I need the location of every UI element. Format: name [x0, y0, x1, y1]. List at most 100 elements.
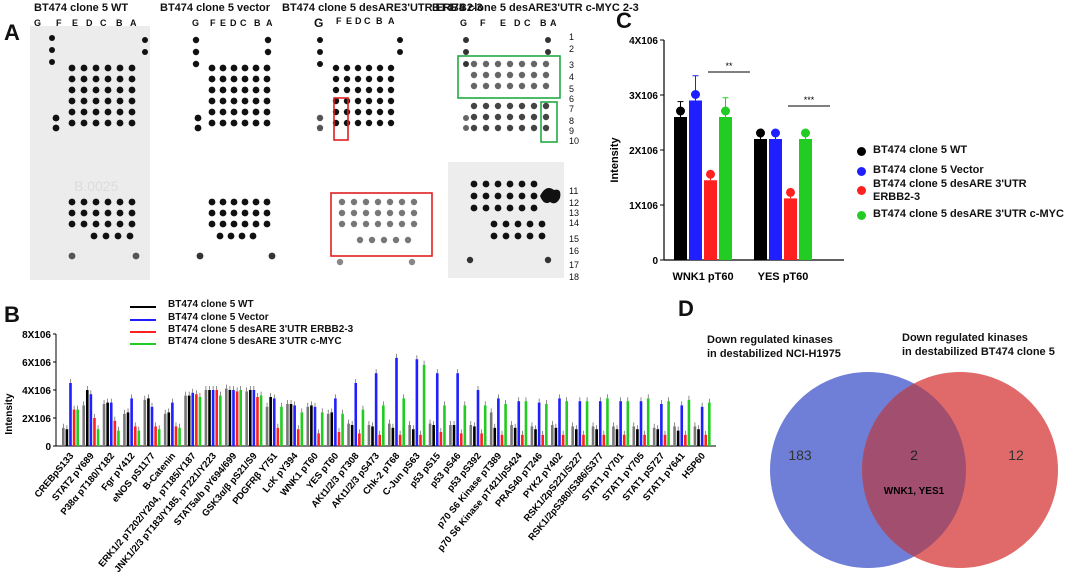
chart-b-bar [341, 413, 344, 446]
blot-spot [219, 64, 227, 72]
blot-spot [365, 64, 373, 72]
lane-label: B [116, 18, 123, 28]
lane-label: E [72, 18, 79, 28]
blot-spot [470, 113, 478, 121]
blot-spot [317, 49, 323, 55]
chart-c-category-label: WNK1 pT60 [672, 271, 733, 283]
blot-spot [338, 198, 346, 206]
blot-spot [365, 119, 373, 127]
chart-b-bar [259, 395, 263, 446]
legend-c-swatch-erbb2 [857, 186, 866, 195]
blot-spot [494, 180, 502, 188]
legend-c-label-vector: BT474 clone 5 Vector [873, 164, 984, 176]
chart-b-bar [269, 397, 272, 446]
chart-b-bar [232, 390, 235, 446]
blot-spot [410, 209, 418, 217]
chart-b-bar [215, 390, 219, 446]
blot-spot [230, 97, 238, 105]
blot-spot [192, 60, 200, 68]
blot-spot [530, 124, 538, 132]
lane-label: F [480, 18, 486, 28]
chart-b-bar [619, 401, 622, 446]
lane-label: F [210, 18, 216, 28]
blot-spot [387, 86, 395, 94]
blot-spot [230, 75, 238, 83]
blot-spot [387, 64, 395, 72]
blot-spot [362, 209, 370, 217]
blot-spot [354, 108, 362, 116]
venn-overlap-genes: WNK1, YES1 [884, 486, 945, 497]
blot-spot [386, 220, 394, 228]
chart-b-bar [541, 434, 545, 446]
chart-b-bar [469, 425, 473, 446]
chart-b-bar [208, 390, 211, 446]
chart-b-bar [306, 406, 310, 446]
lane-label: E [220, 18, 227, 28]
blot-spot [52, 114, 60, 122]
blot-spot [128, 119, 136, 127]
blot-dot-grid [49, 35, 552, 266]
blot-spot [128, 108, 136, 116]
blot-spot [252, 75, 260, 83]
venn-right-title-line1: Down regulated kinases [902, 332, 1028, 344]
blot-spot [530, 204, 538, 212]
row-number: 8 [569, 116, 575, 126]
blot-spot [343, 108, 351, 116]
blot-row-numbers: 1 2 3 4 5 6 7 8 9 10 11 12 13 14 15 16 1… [569, 28, 589, 282]
chart-b-bar [65, 429, 69, 446]
blot-spot [68, 119, 76, 127]
blot-spot [463, 125, 469, 131]
row-number: 12 [569, 198, 580, 208]
chart-b-ytick-label: 0 [45, 442, 51, 453]
blot-spot [241, 220, 249, 228]
blot-spot [80, 86, 88, 94]
blot-spot [263, 198, 271, 206]
chart-b-bar [330, 412, 334, 446]
chart-b-bar [167, 412, 171, 446]
blot-spot [502, 232, 510, 240]
highlight-box-cmyc-upper [457, 55, 561, 99]
blot-spot [263, 97, 271, 105]
chart-b-bar [248, 390, 252, 446]
blot-spot [470, 124, 478, 132]
chart-b-bar [554, 427, 558, 446]
blot-title-wt: BT474 clone 5 WT [34, 2, 129, 14]
blot-spot [241, 75, 249, 83]
chart-b-bar [408, 425, 411, 446]
chart-b-bar [147, 398, 150, 446]
blot-spot [116, 86, 124, 94]
blot-spot [526, 220, 534, 228]
blot-spot [530, 192, 538, 200]
chart-c-bar [674, 117, 687, 260]
highlight-box-erbb2-upper [333, 97, 349, 141]
blot-spot [263, 220, 271, 228]
blot-spot [332, 64, 340, 72]
highlight-box-erbb2-lower [330, 192, 433, 257]
blot-spot [92, 75, 100, 83]
row-number: 7 [569, 104, 575, 114]
chart-b-bar [76, 409, 79, 446]
blot-spot [192, 36, 200, 44]
chart-b-bar [411, 429, 415, 446]
blot-spot [514, 232, 522, 240]
blot-spot [116, 220, 124, 228]
blot-spot [470, 180, 478, 188]
blot-spot [230, 86, 238, 94]
lane-label: B [540, 18, 547, 28]
blot-spot [208, 209, 216, 217]
blot-spot [263, 119, 271, 127]
blot-spot [530, 180, 538, 188]
chart-c-ylabel: Intensity [609, 137, 621, 183]
legend-c-label-cmyc: BT474 clone 5 desARE 3'UTR c-MYC [873, 208, 1064, 220]
lane-label: D [514, 18, 521, 28]
lane-label: F [336, 16, 342, 26]
blot-spot [397, 37, 403, 43]
blot-spot [410, 198, 418, 206]
blot-spot [252, 108, 260, 116]
blot-watermark: B.0025 [74, 178, 119, 194]
blot-spot [317, 37, 323, 43]
chart-b-bar [93, 418, 96, 446]
chart-b-bar [252, 390, 256, 446]
blot-spot [249, 232, 257, 240]
significance-mark-wnk1: ** [725, 61, 733, 71]
